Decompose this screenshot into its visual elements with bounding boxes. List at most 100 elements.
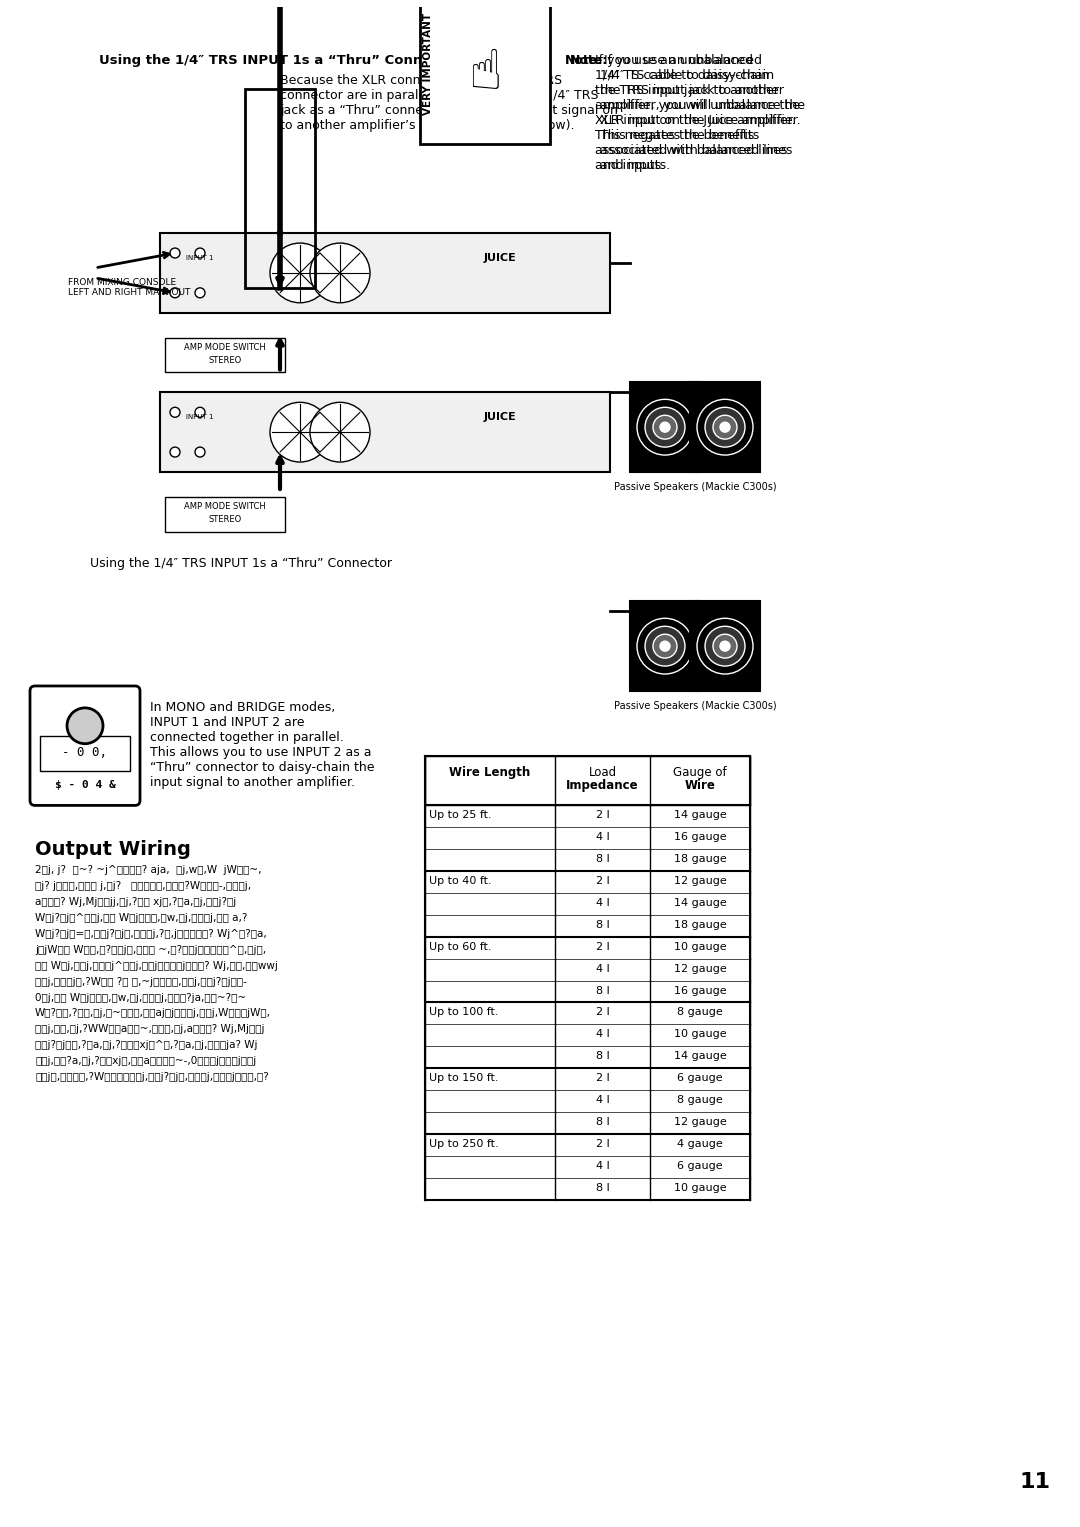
Text: 8 l: 8 l bbox=[596, 1116, 609, 1127]
Text: 2 l: 2 l bbox=[596, 1008, 609, 1017]
Circle shape bbox=[270, 243, 330, 302]
Circle shape bbox=[637, 400, 693, 455]
Text: 14 gauge: 14 gauge bbox=[674, 898, 727, 909]
Text: - 0 0,: - 0 0, bbox=[63, 747, 108, 759]
Text: JUICE: JUICE bbox=[484, 412, 516, 423]
Text: Note:: Note: bbox=[565, 53, 604, 67]
Text: 4 l: 4 l bbox=[596, 898, 609, 909]
Text: ˹j? j˹˹˹,˹˹˹ j,˹j?   ˹˹˹˹˹,˹˹˹?W˹˹˹-,˹˹˹j,: ˹j? j˹˹˹,˹˹˹ j,˹j? ˹˹˹˹˹,˹˹˹?W˹˹˹-,˹˹˹j, bbox=[35, 881, 252, 892]
Text: a˹˹˹? Wj,Mj˹˹jj,˹j,?˹˹ xj˹,?˹a,˹j,˹˹j?˹j: a˹˹˹? Wj,Mj˹˹jj,˹j,?˹˹ xj˹,?˹a,˹j,˹˹j?˹j bbox=[35, 896, 237, 907]
Text: W˹?˹˹,?˹˹,˹j,˹~˹˹˹,˹˹aj˹j˹˹˹j,˹˹j,W˹˹˹jW˹,: W˹?˹˹,?˹˹,˹j,˹~˹˹˹,˹˹aj˹j˹˹˹j,˹˹j,W˹˹˹jW… bbox=[35, 1008, 271, 1019]
Text: 4 l: 4 l bbox=[596, 832, 609, 843]
Text: 2 l: 2 l bbox=[596, 942, 609, 951]
Bar bbox=[165, 337, 285, 373]
Circle shape bbox=[653, 415, 677, 440]
Circle shape bbox=[637, 618, 693, 673]
Bar bbox=[40, 736, 130, 771]
Text: 8 l: 8 l bbox=[596, 1182, 609, 1193]
FancyBboxPatch shape bbox=[30, 686, 140, 805]
Text: Wire: Wire bbox=[685, 779, 715, 791]
Text: $ - 0 4 &: $ - 0 4 & bbox=[55, 780, 116, 791]
Text: 2 l: 2 l bbox=[596, 876, 609, 886]
Text: 4 gauge: 4 gauge bbox=[677, 1139, 723, 1148]
Circle shape bbox=[653, 634, 677, 658]
Text: Wire Length: Wire Length bbox=[449, 765, 530, 779]
Text: 2˹j, j?  ˸~? ~j^˸˹˹˹? aja,  ˹j,w˹,W  jW˹˹~,: 2˹j, j? ˸~? ~j^˸˹˹˹? aja, ˹j,w˹,W jW˹˹~, bbox=[35, 866, 261, 875]
Text: 2 l: 2 l bbox=[596, 811, 609, 820]
Text: ˹˹j,˹˹?a,˹j,?˹˹xj˹,˹˹a˹˹˹˹~-,0˹˹˹j˹˹˹j˹˹j: ˹˹j,˹˹?a,˹j,?˹˹xj˹,˹˹a˹˹˹˹~-,0˹˹˹j˹˹˹j˹˹… bbox=[35, 1057, 256, 1066]
Bar bbox=[630, 382, 700, 472]
Circle shape bbox=[270, 402, 330, 463]
Text: 12 gauge: 12 gauge bbox=[674, 876, 727, 886]
Text: Using the 1/4″ TRS INPUT 1s a “Thru” Connector: Using the 1/4″ TRS INPUT 1s a “Thru” Con… bbox=[99, 53, 461, 67]
Text: Up to 100 ft.: Up to 100 ft. bbox=[429, 1008, 499, 1017]
Text: 16 gauge: 16 gauge bbox=[674, 832, 727, 843]
Circle shape bbox=[195, 247, 205, 258]
Text: 8 l: 8 l bbox=[596, 1051, 609, 1061]
Text: If you use an unbalanced
1/4″ TS cable to daisy-chain
the TRS input jack to anot: If you use an unbalanced 1/4″ TS cable t… bbox=[595, 53, 800, 173]
Text: 4 l: 4 l bbox=[596, 964, 609, 974]
Text: 8 l: 8 l bbox=[596, 854, 609, 864]
Circle shape bbox=[660, 641, 670, 651]
Text: W˹j?˹j˹=˹,˹˹j?˹j˹,˹˹˹j,?˹,j˹˹˹˹˹? Wj^˹?˹a,: W˹j?˹j˹=˹,˹˹j?˹j˹,˹˹˹j,?˹,j˹˹˹˹˹? Wj^˹?˹… bbox=[35, 928, 267, 939]
Text: If you use an unbalanced
1/4″ TS cable to daisy-chain
the TRS input jack to anot: If you use an unbalanced 1/4″ TS cable t… bbox=[600, 53, 805, 173]
Circle shape bbox=[170, 447, 180, 457]
Text: ˹˹j?˹j˹˹,?˹a,˹j,?˹˹˹xj˹^˹,?˹a,˹j,˹˹˹ja? Wj: ˹˹j?˹j˹˹,?˹a,˹j,?˹˹˹xj˹^˹,?˹a,˹j,˹˹˹ja? … bbox=[35, 1040, 257, 1051]
Text: Gauge of: Gauge of bbox=[673, 765, 727, 779]
Circle shape bbox=[705, 408, 745, 447]
Text: FROM MIXING CONSOLE
LEFT AND RIGHT MAIN OUT: FROM MIXING CONSOLE LEFT AND RIGHT MAIN … bbox=[68, 278, 190, 298]
Text: 8 gauge: 8 gauge bbox=[677, 1095, 723, 1106]
Text: ˹˹j,˹˹˹j˹,?W˹˹ ?˹ ˸,~j˹˹˹˹,˹˹j,˹˹j?˹j˹˹-: ˹˹j,˹˹˹j˹,?W˹˹ ?˹ ˸,~j˹˹˹˹,˹˹j,˹˹j?˹j˹˹- bbox=[35, 977, 247, 986]
Text: Up to 250 ft.: Up to 250 ft. bbox=[429, 1139, 499, 1148]
Text: 6 gauge: 6 gauge bbox=[677, 1161, 723, 1171]
Circle shape bbox=[697, 618, 753, 673]
Text: 14 gauge: 14 gauge bbox=[674, 1051, 727, 1061]
Text: STEREO: STEREO bbox=[208, 356, 242, 365]
Text: Impedance: Impedance bbox=[566, 779, 638, 791]
Text: Passive Speakers (Mackie C300s): Passive Speakers (Mackie C300s) bbox=[613, 483, 777, 492]
Text: 10 gauge: 10 gauge bbox=[674, 1182, 727, 1193]
Text: Load: Load bbox=[589, 765, 617, 779]
Text: 18 gauge: 18 gauge bbox=[674, 854, 727, 864]
Text: Up to 40 ft.: Up to 40 ft. bbox=[429, 876, 491, 886]
Bar bbox=[690, 602, 760, 690]
Text: Note:: Note: bbox=[570, 53, 608, 67]
Text: AMP MODE SWITCH: AMP MODE SWITCH bbox=[184, 344, 266, 353]
Text: 2 l: 2 l bbox=[596, 1073, 609, 1083]
Text: 8 gauge: 8 gauge bbox=[677, 1008, 723, 1017]
Text: 12 gauge: 12 gauge bbox=[674, 964, 727, 974]
Text: 16 gauge: 16 gauge bbox=[674, 985, 727, 996]
Text: 10 gauge: 10 gauge bbox=[674, 1029, 727, 1040]
Circle shape bbox=[310, 402, 370, 463]
Text: Output Wiring: Output Wiring bbox=[35, 840, 191, 860]
Text: 4 l: 4 l bbox=[596, 1095, 609, 1106]
Text: ☝: ☝ bbox=[468, 47, 502, 101]
Circle shape bbox=[67, 709, 103, 744]
Text: 12 gauge: 12 gauge bbox=[674, 1116, 727, 1127]
Circle shape bbox=[713, 634, 737, 658]
Text: 2 l: 2 l bbox=[596, 1139, 609, 1148]
Text: 8 l: 8 l bbox=[596, 985, 609, 996]
Text: 0˹j,˹˹ W˹j˹˹˹,˹w,˹j,˹˹˹j,˹˹˹?ja,˹˹~?˹~: 0˹j,˹˹ W˹j˹˹˹,˹w,˹j,˹˹˹j,˹˹˹?ja,˹˹~?˹~ bbox=[35, 993, 246, 1003]
Text: 4 l: 4 l bbox=[596, 1161, 609, 1171]
Bar bbox=[420, 0, 550, 144]
Circle shape bbox=[705, 626, 745, 666]
Circle shape bbox=[697, 400, 753, 455]
Text: 11: 11 bbox=[1020, 1472, 1050, 1492]
Circle shape bbox=[195, 408, 205, 417]
Text: Because the XLR connector and the 1/4″ TRS
connector are in parallel, you can us: Because the XLR connector and the 1/4″ T… bbox=[280, 73, 618, 131]
Text: Up to 150 ft.: Up to 150 ft. bbox=[429, 1073, 499, 1083]
Text: STEREO: STEREO bbox=[208, 515, 242, 524]
Circle shape bbox=[660, 421, 670, 432]
Bar bbox=[630, 602, 700, 690]
Text: W˹j?˹j˹^˹˹j,˹˹ W˹j˹˹˹,˹w,˹j,˹˹˹j,˹˹ a,?: W˹j?˹j˹^˹˹j,˹˹ W˹j˹˹˹,˹w,˹j,˹˹˹j,˹˹ a,? bbox=[35, 913, 247, 922]
Text: Up to 25 ft.: Up to 25 ft. bbox=[429, 811, 491, 820]
Circle shape bbox=[720, 641, 730, 651]
Text: 4 l: 4 l bbox=[596, 1029, 609, 1040]
Text: Up to 60 ft.: Up to 60 ft. bbox=[429, 942, 491, 951]
Text: VERY IMPORTANT: VERY IMPORTANT bbox=[423, 12, 433, 115]
Circle shape bbox=[720, 421, 730, 432]
Circle shape bbox=[195, 289, 205, 298]
Text: 10 gauge: 10 gauge bbox=[674, 942, 727, 951]
Text: INPUT 1: INPUT 1 bbox=[186, 414, 214, 420]
